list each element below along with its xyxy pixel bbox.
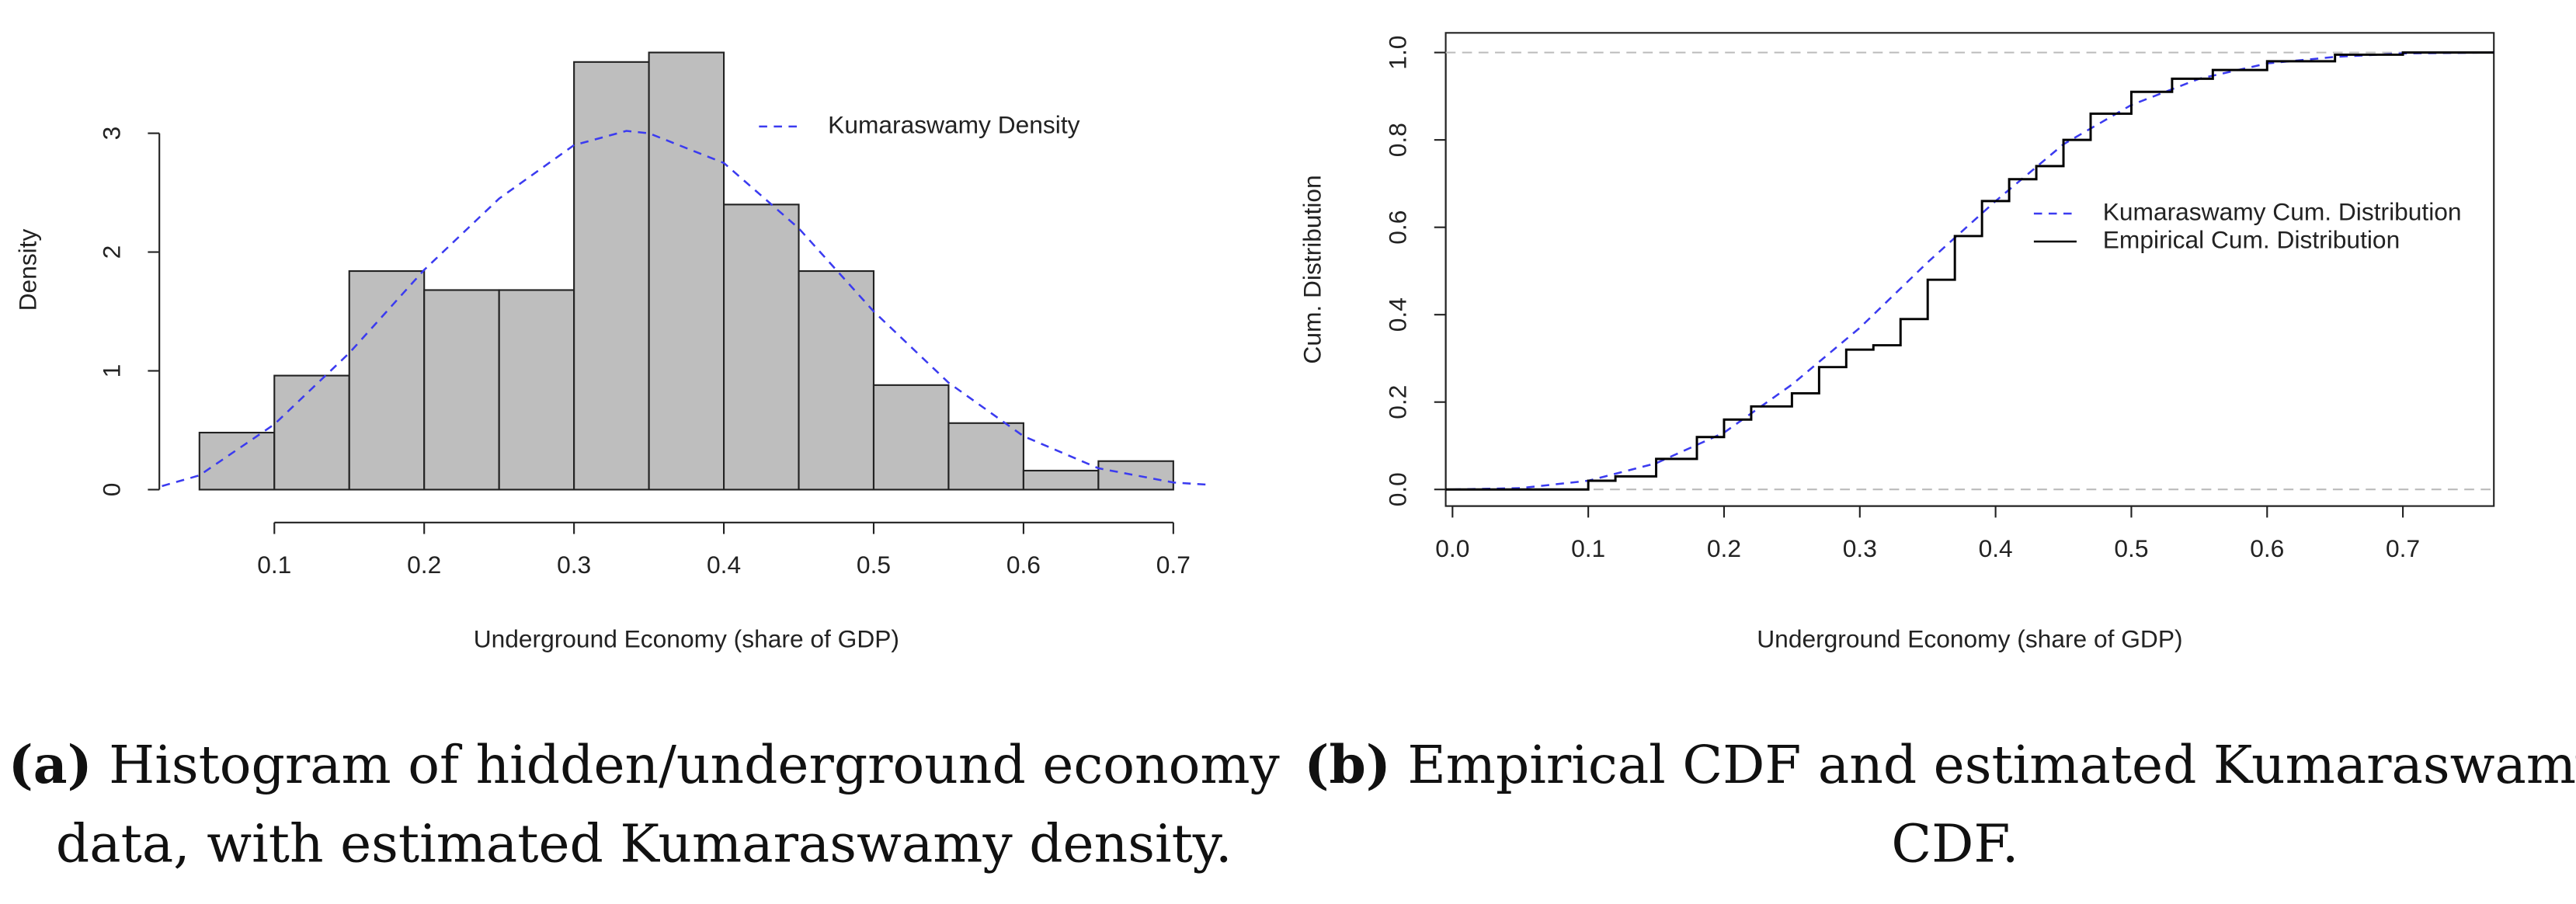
legend-label: Kumaraswamy Cum. Distribution xyxy=(2103,197,2462,225)
histogram-bar xyxy=(723,203,800,491)
y-axis-label: Density xyxy=(13,228,41,311)
y-tick-label: 0.0 xyxy=(1384,472,1412,506)
x-tick-label: 0.5 xyxy=(857,551,891,579)
plot-frame xyxy=(1444,32,2495,507)
x-tick-label: 0.2 xyxy=(407,551,441,579)
y-tick-label: 2 xyxy=(97,245,125,259)
legend-label: Kumaraswamy Density xyxy=(828,110,1079,138)
caption: CDF. xyxy=(1891,812,2018,874)
caption-space xyxy=(92,734,110,795)
histogram-bar xyxy=(198,431,276,491)
series-line xyxy=(162,130,1212,488)
x-tick-label: 0.7 xyxy=(1156,551,1191,579)
x-tick-label: 0.0 xyxy=(1435,534,1469,562)
caption-label: (b) xyxy=(1304,733,1390,795)
y-axis-label: Cum. Distribution xyxy=(1298,175,1326,363)
histogram-bar xyxy=(498,289,575,491)
x-axis-label: Underground Economy (share of GDP) xyxy=(1757,624,2182,652)
histogram-bar xyxy=(423,289,500,491)
caption-text: Empirical CDF and estimated Kumaraswamy xyxy=(1407,734,2576,795)
caption: (a) Histogram of hidden/underground econ… xyxy=(9,733,1281,795)
caption-text: CDF. xyxy=(1891,812,2018,874)
x-tick-label: 0.6 xyxy=(1006,551,1041,579)
histogram-bar xyxy=(1022,469,1100,491)
caption-text: Histogram of hidden/underground economy xyxy=(109,734,1280,795)
histogram-bar xyxy=(947,422,1024,491)
caption: data, with estimated Kumaraswamy density… xyxy=(56,812,1232,874)
y-tick-label: 0.4 xyxy=(1384,297,1412,332)
histogram-bar xyxy=(573,61,650,491)
caption: (b) Empirical CDF and estimated Kumarasw… xyxy=(1304,733,2576,795)
x-tick-label: 0.5 xyxy=(2114,534,2148,562)
histogram-bar xyxy=(273,374,350,491)
x-tick-label: 0.1 xyxy=(1571,534,1605,562)
caption-label: (a) xyxy=(9,733,92,795)
histogram-bar xyxy=(798,269,875,491)
x-tick-label: 0.6 xyxy=(2250,534,2284,562)
caption-space xyxy=(1391,734,1408,795)
histogram-bar xyxy=(1097,460,1174,491)
y-tick-label: 0.6 xyxy=(1384,210,1412,245)
y-tick-label: 0.8 xyxy=(1384,123,1412,157)
x-tick-label: 0.4 xyxy=(1979,534,2013,562)
y-tick-label: 1 xyxy=(97,364,125,378)
histogram-bar xyxy=(872,384,950,491)
series-line xyxy=(1445,51,2494,491)
x-tick-label: 0.4 xyxy=(707,551,741,579)
y-tick-label: 0.2 xyxy=(1384,385,1412,419)
caption-text: data, with estimated Kumaraswamy density… xyxy=(56,812,1232,874)
series-line xyxy=(1452,51,2494,491)
x-tick-label: 0.3 xyxy=(557,551,591,579)
x-tick-label: 0.7 xyxy=(2386,534,2420,562)
x-axis-label: Underground Economy (share of GDP) xyxy=(474,624,899,652)
y-tick-label: 3 xyxy=(97,127,125,141)
x-tick-label: 0.2 xyxy=(1707,534,1741,562)
y-tick-label: 1.0 xyxy=(1384,36,1412,70)
legend-label: Empirical Cum. Distribution xyxy=(2103,225,2400,253)
x-tick-label: 0.1 xyxy=(257,551,291,579)
histogram-bar xyxy=(348,269,426,491)
y-tick-label: 0 xyxy=(97,483,125,497)
x-tick-label: 0.3 xyxy=(1843,534,1877,562)
histogram-bar xyxy=(648,51,725,491)
